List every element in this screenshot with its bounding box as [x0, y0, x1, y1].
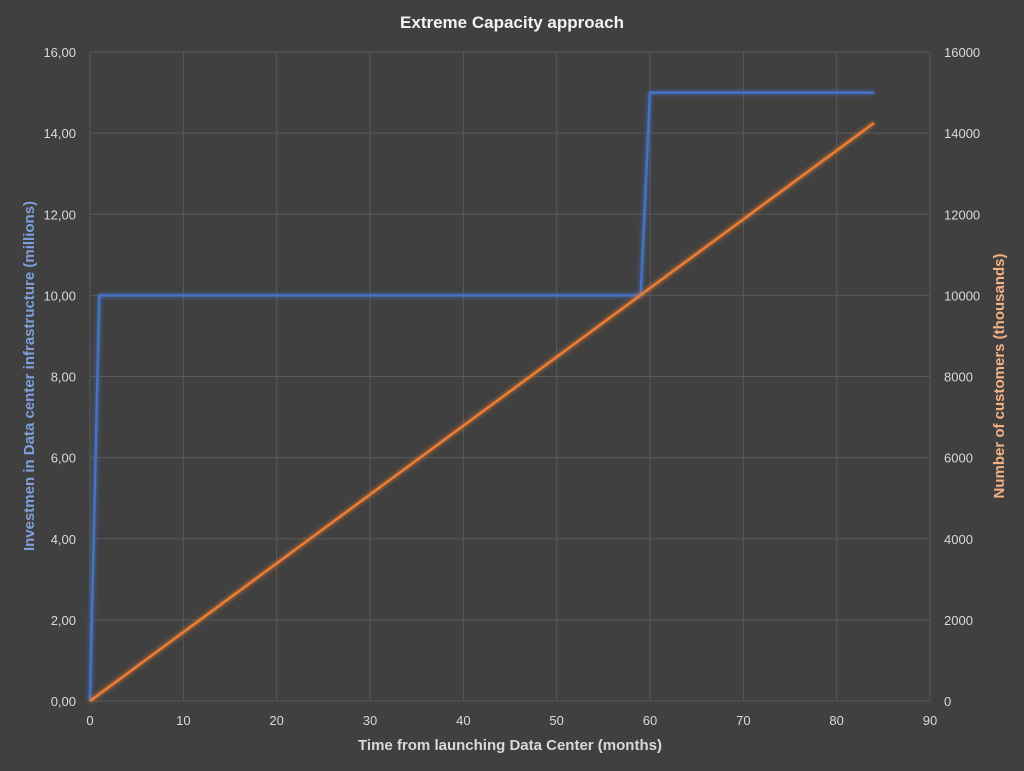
- right-y-tick-label: 10000: [944, 288, 980, 303]
- left-y-tick-label: 16,00: [43, 45, 76, 60]
- x-tick-label: 30: [363, 713, 377, 728]
- right-y-tick-label: 16000: [944, 45, 980, 60]
- left-y-tick-label: 14,00: [43, 126, 76, 141]
- x-tick-label: 80: [829, 713, 843, 728]
- left-y-tick-label: 4,00: [51, 532, 76, 547]
- left-y-tick-label: 12,00: [43, 207, 76, 222]
- x-tick-label: 90: [923, 713, 937, 728]
- x-tick-label: 10: [176, 713, 190, 728]
- x-tick-label: 70: [736, 713, 750, 728]
- right-y-tick-label: 12000: [944, 207, 980, 222]
- left-y-tick-label: 0,00: [51, 694, 76, 709]
- x-tick-label: 0: [86, 713, 93, 728]
- gridlines: [89, 51, 931, 702]
- right-y-tick-label: 0: [944, 694, 951, 709]
- customers-series-line: [89, 121, 875, 703]
- left-y-axis-label: Investmen in Data center infrastructure …: [21, 201, 38, 551]
- series: [88, 91, 875, 703]
- right-y-tick-label: 6000: [944, 451, 973, 466]
- left-y-tick-label: 6,00: [51, 451, 76, 466]
- right-y-tick-label: 14000: [944, 126, 980, 141]
- left-y-tick-label: 8,00: [51, 370, 76, 385]
- right-y-tick-label: 2000: [944, 613, 973, 628]
- x-tick-label: 50: [549, 713, 563, 728]
- right-y-tick-label: 4000: [944, 532, 973, 547]
- x-tick-label: 60: [643, 713, 657, 728]
- right-y-tick-label: 8000: [944, 370, 973, 385]
- left-y-tick-label: 2,00: [51, 613, 76, 628]
- x-axis-label: Time from launching Data Center (months): [358, 737, 662, 754]
- x-tick-label: 20: [269, 713, 283, 728]
- investment-series-line: [88, 91, 874, 702]
- right-y-axis-label: Number of customers (thousands): [991, 253, 1008, 498]
- chart-title: Extreme Capacity approach: [400, 13, 624, 32]
- left-y-tick-label: 10,00: [43, 288, 76, 303]
- x-tick-label: 40: [456, 713, 470, 728]
- axes: 0,00 2,00 4,00 6,00 8,00 10,00 12,00 14,00 16,00…: [43, 45, 980, 728]
